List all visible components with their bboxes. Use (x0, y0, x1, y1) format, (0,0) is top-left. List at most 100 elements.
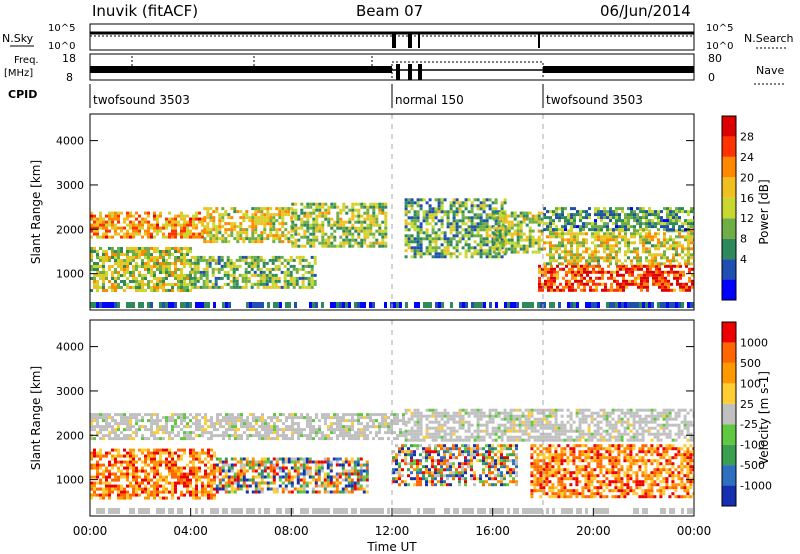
heatmap-cell (342, 431, 345, 435)
heatmap-cell (635, 432, 639, 436)
heatmap-cell (533, 426, 537, 430)
heatmap-cell (595, 264, 598, 268)
heatmap-cell (209, 240, 213, 244)
heatmap-cell (198, 425, 201, 429)
heatmap-cell (384, 235, 388, 239)
heatmap-cell (643, 276, 646, 280)
heatmap-cell (236, 234, 240, 238)
heatmap-cell (414, 302, 417, 308)
heatmap-cell (597, 256, 600, 260)
heatmap-cell (540, 238, 544, 242)
heatmap-cell (500, 432, 504, 436)
heatmap-cell (153, 493, 156, 497)
heatmap-cell (519, 226, 523, 230)
heatmap-cell (253, 264, 257, 268)
heatmap-cell (289, 282, 293, 286)
heatmap-cell (144, 262, 147, 265)
heatmap-cell (132, 247, 135, 250)
heatmap-cell (126, 271, 129, 274)
heatmap-cell (369, 419, 372, 423)
heatmap-cell (633, 228, 636, 232)
heatmap-cell (393, 437, 396, 441)
heatmap-cell (236, 240, 240, 244)
heatmap-cell (360, 229, 364, 233)
heatmap-cell (307, 285, 311, 289)
heatmap-cell (479, 414, 483, 418)
heatmap-cell (592, 270, 595, 274)
heatmap-cell (102, 302, 105, 308)
heatmap-cell (135, 478, 138, 482)
heatmap-cell (339, 223, 343, 227)
heatmap-cell (642, 228, 645, 232)
heatmap-cell (366, 425, 369, 429)
heatmap-cell (351, 419, 354, 423)
heatmap-cell (536, 417, 540, 421)
heatmap-cell (513, 214, 517, 218)
heatmap-cell (294, 223, 298, 227)
heatmap-cell (93, 217, 96, 221)
heatmap-cell (612, 250, 615, 254)
heatmap-cell (667, 273, 670, 277)
heatmap-cell (550, 267, 553, 271)
heatmap-cell (381, 202, 385, 206)
heatmap-cell (214, 267, 218, 271)
heatmap-cell (580, 288, 583, 292)
heatmap-cell (126, 437, 129, 441)
heatmap-cell (495, 238, 499, 242)
heatmap-cell (381, 422, 384, 426)
heatmap-cell (674, 423, 678, 427)
heatmap-cell (575, 426, 579, 430)
heatmap-cell (654, 259, 657, 263)
heatmap-cell (614, 435, 618, 439)
heatmap-cell (506, 429, 510, 433)
heatmap-cell (357, 431, 360, 435)
heatmap-cell (579, 213, 582, 217)
heatmap-cell (153, 487, 156, 491)
heatmap-cell (147, 419, 150, 423)
heatmap-cell (479, 411, 483, 415)
heatmap-cell (669, 219, 672, 223)
heatmap-cell (504, 220, 508, 224)
heatmap-cell (138, 253, 141, 256)
heatmap-cell (108, 425, 111, 429)
heatmap-cell (306, 211, 310, 215)
heatmap-cell (660, 241, 663, 245)
heatmap-cell (90, 416, 93, 420)
heatmap-cell (524, 417, 528, 421)
heatmap-cell (515, 429, 519, 433)
heatmap-cell (592, 288, 595, 292)
heatmap-cell (327, 241, 331, 245)
heatmap-cell (561, 228, 564, 232)
heatmap-cell (351, 434, 354, 438)
heatmap-cell (102, 250, 105, 253)
heatmap-cell (686, 423, 690, 427)
heatmap-cell (147, 223, 150, 227)
heatmap-cell (458, 414, 462, 418)
heatmap-cell (357, 208, 361, 212)
heatmap-cell (215, 234, 219, 238)
heatmap-cell (455, 435, 459, 439)
heatmap-cell (286, 270, 290, 274)
heatmap-cell (690, 247, 693, 251)
heatmap-cell (206, 210, 210, 214)
heatmap-cell (655, 273, 658, 277)
heatmap-cell (138, 428, 141, 432)
heatmap-cell (111, 419, 114, 423)
heatmap-cell (266, 234, 270, 238)
heatmap-cell (90, 463, 93, 467)
heatmap-cell (189, 434, 192, 438)
heatmap-cell (177, 283, 180, 286)
heatmap-cell (579, 244, 582, 248)
heatmap-cell (600, 244, 603, 248)
heatmap-cell (105, 419, 108, 423)
heatmap-cell (666, 210, 669, 214)
heatmap-cell (108, 416, 111, 420)
heatmap-cell (531, 217, 535, 221)
heatmap-cell (393, 422, 396, 426)
heatmap-cell (282, 422, 285, 426)
heatmap-cell (310, 279, 314, 283)
heatmap-cell (678, 219, 681, 223)
heatmap-cell (327, 413, 330, 417)
heatmap-cell (138, 247, 141, 250)
heatmap-cell (440, 231, 444, 235)
